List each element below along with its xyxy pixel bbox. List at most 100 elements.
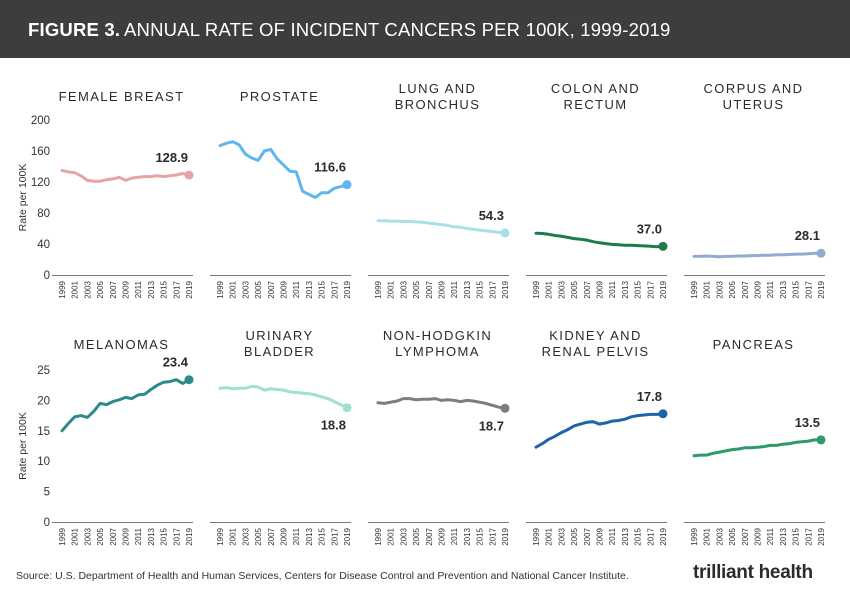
- x-tick-label: 2001: [229, 280, 238, 298]
- y-axis-label: Rate per 100K: [17, 412, 29, 480]
- x-tick-label: 2011: [608, 527, 617, 545]
- x-tick-label: 2003: [715, 527, 724, 545]
- x-tick-label: 2015: [160, 280, 169, 298]
- x-tick-label: 2019: [817, 527, 826, 545]
- x-tick-label: 2015: [476, 527, 485, 545]
- x-tick-label: 2011: [766, 527, 775, 545]
- x-tick-label: 2003: [83, 280, 92, 298]
- x-tick-label: 2013: [779, 280, 788, 298]
- x-tick-label: 2017: [804, 527, 813, 545]
- x-tick-label: 2007: [425, 280, 434, 298]
- trilliant-health-logo: trilliant health: [693, 562, 813, 583]
- end-value-label: 13.5: [795, 415, 820, 430]
- end-value-label: 128.9: [155, 150, 188, 165]
- chart-title: RENAL PELVIS: [542, 344, 650, 359]
- x-tick-label: 1999: [216, 527, 225, 545]
- figure-title: ANNUAL RATE OF INCIDENT CANCERS PER 100K…: [124, 19, 671, 40]
- x-tick-label: 2013: [779, 527, 788, 545]
- x-tick-label: 2019: [501, 527, 510, 545]
- y-tick-label: 120: [31, 177, 50, 189]
- x-tick-label: 2015: [792, 280, 801, 298]
- series-line: [218, 140, 349, 199]
- chart-title: BLADDER: [244, 344, 315, 359]
- x-tick-label: 2005: [728, 527, 737, 545]
- y-tick-label: 0: [44, 270, 50, 282]
- x-tick-label: 2001: [71, 527, 80, 545]
- figure-header: FIGURE 3. ANNUAL RATE OF INCIDENT CANCER…: [0, 0, 850, 58]
- x-tick-label: 2017: [804, 280, 813, 298]
- x-tick-label: 1999: [690, 280, 699, 298]
- end-point-marker: [342, 180, 352, 190]
- x-tick-label: 2019: [185, 280, 194, 298]
- end-value-label: 18.7: [479, 418, 504, 433]
- x-tick-label: 2015: [634, 527, 643, 545]
- x-tick-label: 2001: [387, 280, 396, 298]
- chart-title: PANCREAS: [713, 337, 795, 352]
- x-tick-label: 2009: [122, 280, 131, 298]
- chart-title: MELANOMAS: [74, 337, 170, 352]
- y-tick-label: 80: [37, 208, 50, 220]
- x-tick-label: 2001: [229, 527, 238, 545]
- x-tick-label: 2017: [646, 527, 655, 545]
- x-tick-label: 2017: [172, 527, 181, 545]
- x-tick-label: 2003: [241, 527, 250, 545]
- series-line: [692, 438, 823, 458]
- x-tick-label: 2001: [703, 527, 712, 545]
- y-tick-label: 10: [37, 456, 50, 468]
- end-point-marker: [816, 248, 826, 258]
- x-tick-label: 2005: [254, 527, 263, 545]
- chart-title: LUNG AND: [399, 81, 477, 96]
- y-tick-label: 200: [31, 115, 50, 127]
- chart-title: UTERUS: [723, 97, 785, 112]
- chart-panel: FEMALE BREAST 0 40 80 120 160 200 Rate per 100K…: [17, 89, 194, 299]
- series-line: [692, 251, 823, 259]
- series-line: [60, 168, 191, 183]
- x-tick-label: 2013: [147, 527, 156, 545]
- x-tick-label: 2001: [71, 280, 80, 298]
- series-line: [376, 397, 507, 410]
- chart-title: KIDNEY AND: [549, 328, 642, 343]
- x-tick-label: 2011: [450, 527, 459, 545]
- x-tick-label: 2005: [412, 527, 421, 545]
- end-value-label: 23.4: [163, 355, 189, 370]
- end-point-marker: [184, 375, 194, 385]
- x-tick-label: 2011: [608, 280, 617, 298]
- x-tick-label: 2019: [659, 280, 668, 298]
- end-value-label: 17.8: [637, 389, 662, 404]
- x-tick-label: 2007: [109, 527, 118, 545]
- x-tick-label: 1999: [532, 280, 541, 298]
- chart-title: LYMPHOMA: [395, 344, 480, 359]
- end-value-label: 54.3: [479, 208, 504, 223]
- x-tick-label: 2003: [83, 527, 92, 545]
- x-tick-label: 2013: [147, 280, 156, 298]
- figure-label: FIGURE 3.: [28, 19, 121, 40]
- x-tick-label: 2015: [792, 527, 801, 545]
- x-tick-label: 2013: [621, 280, 630, 298]
- x-tick-label: 2009: [122, 527, 131, 545]
- x-tick-label: 2017: [646, 280, 655, 298]
- x-tick-label: 2005: [728, 280, 737, 298]
- y-tick-label: 5: [44, 487, 50, 499]
- x-tick-label: 2001: [387, 527, 396, 545]
- x-tick-label: 2007: [267, 527, 276, 545]
- x-tick-label: 2003: [557, 527, 566, 545]
- x-tick-label: 2017: [172, 280, 181, 298]
- end-point-marker: [184, 170, 194, 180]
- end-point-marker: [500, 228, 510, 238]
- x-tick-label: 1999: [58, 527, 67, 545]
- x-tick-label: 2007: [267, 280, 276, 298]
- x-tick-label: 2015: [318, 527, 327, 545]
- x-tick-label: 2003: [399, 527, 408, 545]
- x-tick-label: 2011: [292, 280, 301, 298]
- x-tick-label: 2003: [715, 280, 724, 298]
- x-tick-label: 2013: [463, 280, 472, 298]
- x-tick-label: 1999: [58, 280, 67, 298]
- x-tick-label: 2009: [438, 527, 447, 545]
- x-tick-label: 2019: [343, 527, 352, 545]
- x-tick-label: 2009: [280, 527, 289, 545]
